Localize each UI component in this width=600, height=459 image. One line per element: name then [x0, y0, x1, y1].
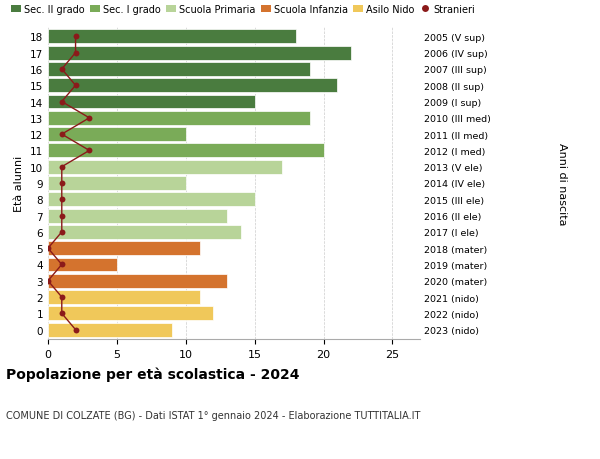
Point	[71, 34, 80, 41]
Bar	[48, 193, 254, 207]
Point	[85, 115, 94, 122]
Point	[57, 66, 67, 73]
Bar	[48, 63, 310, 77]
Bar	[48, 47, 351, 61]
Bar	[48, 242, 200, 256]
Bar	[48, 258, 117, 272]
Bar	[48, 161, 282, 174]
Point	[71, 82, 80, 90]
Point	[57, 213, 67, 220]
Bar	[48, 323, 172, 337]
Point	[57, 294, 67, 301]
Point	[57, 99, 67, 106]
Bar	[48, 225, 241, 239]
Point	[57, 196, 67, 203]
Bar	[48, 209, 227, 223]
Bar	[48, 291, 200, 304]
Point	[57, 131, 67, 139]
Bar	[48, 128, 186, 142]
Point	[43, 277, 53, 285]
Point	[71, 50, 80, 57]
Point	[57, 261, 67, 269]
Point	[43, 245, 53, 252]
Legend: Sec. II grado, Sec. I grado, Scuola Primaria, Scuola Infanzia, Asilo Nido, Stran: Sec. II grado, Sec. I grado, Scuola Prim…	[11, 5, 475, 15]
Y-axis label: Età alunni: Età alunni	[14, 156, 25, 212]
Point	[57, 310, 67, 317]
Bar	[48, 30, 296, 44]
Bar	[48, 79, 337, 93]
Point	[71, 326, 80, 334]
Point	[57, 229, 67, 236]
Bar	[48, 95, 254, 109]
Bar	[48, 274, 227, 288]
Bar	[48, 144, 323, 158]
Bar	[48, 177, 186, 190]
Y-axis label: Anni di nascita: Anni di nascita	[557, 142, 568, 225]
Text: Popolazione per età scolastica - 2024: Popolazione per età scolastica - 2024	[6, 367, 299, 382]
Text: COMUNE DI COLZATE (BG) - Dati ISTAT 1° gennaio 2024 - Elaborazione TUTTITALIA.IT: COMUNE DI COLZATE (BG) - Dati ISTAT 1° g…	[6, 410, 421, 420]
Bar	[48, 307, 214, 320]
Point	[85, 147, 94, 155]
Bar	[48, 112, 310, 125]
Point	[57, 164, 67, 171]
Point	[57, 180, 67, 187]
